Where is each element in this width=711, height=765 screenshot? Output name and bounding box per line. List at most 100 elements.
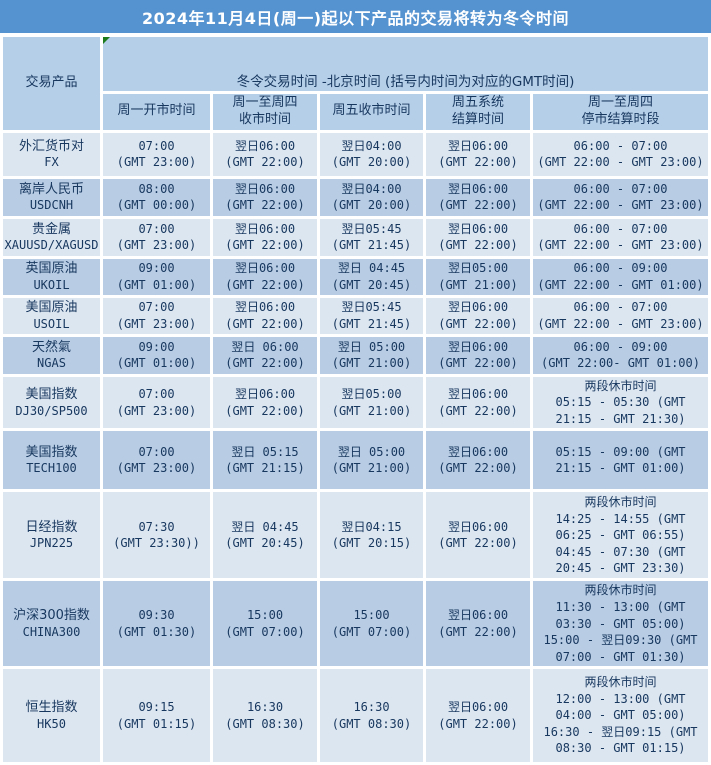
product-cell[interactable]: 美国指数 TECH100 <box>3 431 100 490</box>
mon-thu-close-cell[interactable]: 翌日06:00 (GMT 22:00) <box>213 297 317 334</box>
product-code: USOIL <box>33 316 70 331</box>
product-cell[interactable]: 美国指数 DJ30/SP500 <box>3 376 100 429</box>
fri-settlement-cell[interactable]: 翌日05:00 (GMT 21:00) <box>426 258 530 295</box>
fri-close-cell[interactable]: 翌日04:00 (GMT 20:00) <box>320 178 423 216</box>
product-code: DJ30/SP500 <box>15 403 88 418</box>
fri-settlement-cell[interactable]: 翌日06:00 (GMT 22:00) <box>426 376 530 429</box>
open-time-cell[interactable]: 07:00 (GMT 23:00) <box>103 297 210 334</box>
mon-thu-close-cell[interactable]: 翌日06:00 (GMT 22:00) <box>213 132 317 176</box>
open-time-cell[interactable]: 08:00 (GMT 00:00) <box>103 178 210 216</box>
open-time-cell[interactable]: 07:00 (GMT 23:00) <box>103 376 210 429</box>
mon-thu-close-cell[interactable]: 15:00 (GMT 07:00) <box>213 581 317 667</box>
green-corner-triangle-icon <box>103 37 110 44</box>
halt-settlement-period-cell[interactable]: 06:00 - 07:00 (GMT 22:00 - GMT 23:00) <box>533 132 709 176</box>
product-name: 离岸人民币 <box>18 181 84 197</box>
open-time-cell[interactable]: 07:00 (GMT 23:00) <box>103 431 210 490</box>
open-time-cell[interactable]: 09:30 (GMT 01:30) <box>103 581 210 667</box>
fri-close-cell[interactable]: 16:30 (GMT 08:30) <box>320 669 423 763</box>
product-name: 沪深300指数 <box>13 608 90 624</box>
trading-hours-table: 交易产品 冬令交易时间 -北京时间 (括号内时间为对应的GMT时间) 周一开市时… <box>0 34 711 765</box>
fri-close-cell[interactable]: 翌日04:00 (GMT 20:00) <box>320 132 423 176</box>
halt-settlement-period-cell[interactable]: 06:00 - 07:00 (GMT 22:00 - GMT 23:00) <box>533 178 709 216</box>
halt-settlement-period-cell[interactable]: 06:00 - 09:00 (GMT 22:00- GMT 01:00) <box>533 336 709 374</box>
fri-settlement-cell[interactable]: 翌日06:00 (GMT 22:00) <box>426 297 530 334</box>
fri-settlement-cell[interactable]: 翌日06:00 (GMT 22:00) <box>426 581 530 667</box>
product-cell[interactable]: 贵金属 XAUUSD/XAGUSD <box>3 218 100 256</box>
product-cell[interactable]: 天然氣 NGAS <box>3 336 100 374</box>
product-name: 恒生指数 <box>25 700 78 716</box>
halt-settlement-period-cell[interactable]: 06:00 - 09:00 (GMT 22:00 - GMT 01:00) <box>533 258 709 295</box>
halt-settlement-period-cell[interactable]: 两段休市时间 11:30 - 13:00 (GMT 03:30 - GMT 05… <box>533 581 709 667</box>
product-code: TECH100 <box>26 461 77 476</box>
open-time-cell[interactable]: 09:15 (GMT 01:15) <box>103 669 210 763</box>
fri-close-cell[interactable]: 翌日 04:45 (GMT 20:45) <box>320 258 423 295</box>
winter-time-group-header[interactable]: 冬令交易时间 -北京时间 (括号内时间为对应的GMT时间) <box>103 37 709 91</box>
product-cell[interactable]: 外汇货币对 FX <box>3 132 100 176</box>
fri-close-cell[interactable]: 翌日05:45 (GMT 21:45) <box>320 297 423 334</box>
product-code: UKOIL <box>33 277 70 292</box>
open-time-cell[interactable]: 09:00 (GMT 01:00) <box>103 336 210 374</box>
fri-close-cell[interactable]: 翌日 05:00 (GMT 21:00) <box>320 431 423 490</box>
product-name: 贵金属 <box>31 221 71 237</box>
product-column-header[interactable]: 交易产品 <box>3 37 100 130</box>
mon-thu-close-cell[interactable]: 翌日 06:00 (GMT 22:00) <box>213 336 317 374</box>
product-cell[interactable]: 美国原油 USOIL <box>3 297 100 334</box>
fri-settlement-cell[interactable]: 翌日06:00 (GMT 22:00) <box>426 492 530 579</box>
mon-thu-close-cell[interactable]: 16:30 (GMT 08:30) <box>213 669 317 763</box>
product-name: 英国原油 <box>25 261 78 277</box>
group-header-label: 冬令交易时间 -北京时间 (括号内时间为对应的GMT时间) <box>236 74 575 90</box>
mon-thu-close-cell[interactable]: 翌日06:00 (GMT 22:00) <box>213 258 317 295</box>
fri-settlement-cell[interactable]: 翌日06:00 (GMT 22:00) <box>426 336 530 374</box>
product-name: 美国原油 <box>25 300 78 316</box>
column-header-mon-thu-close[interactable]: 周一至周四 收市时间 <box>213 94 317 130</box>
fri-settlement-cell[interactable]: 翌日06:00 (GMT 22:00) <box>426 178 530 216</box>
fri-close-cell[interactable]: 15:00 (GMT 07:00) <box>320 581 423 667</box>
product-name: 日经指数 <box>25 519 78 535</box>
mon-thu-close-cell[interactable]: 翌日 04:45 (GMT 20:45) <box>213 492 317 579</box>
product-name: 外汇货币对 <box>18 138 84 154</box>
halt-settlement-period-cell[interactable]: 06:00 - 07:00 (GMT 22:00 - GMT 23:00) <box>533 218 709 256</box>
product-cell[interactable]: 离岸人民币 USDCNH <box>3 178 100 216</box>
fri-close-cell[interactable]: 翌日04:15 (GMT 20:15) <box>320 492 423 579</box>
table-row: 沪深300指数 CHINA300 09:30 (GMT 01:30) 15:00 (G… <box>3 581 709 667</box>
table-row: 恒生指数 HK50 09:15 (GMT 01:15) 16:30 (GMT 08:3… <box>3 669 709 763</box>
product-cell[interactable]: 英国原油 UKOIL <box>3 258 100 295</box>
column-header-mon-thu-halt[interactable]: 周一至周四 停市结算时段 <box>533 94 709 130</box>
mon-thu-close-cell[interactable]: 翌日06:00 (GMT 22:00) <box>213 218 317 256</box>
product-cell[interactable]: 日经指数 JPN225 <box>3 492 100 579</box>
fri-settlement-cell[interactable]: 翌日06:00 (GMT 22:00) <box>426 132 530 176</box>
fri-close-cell[interactable]: 翌日05:00 (GMT 21:00) <box>320 376 423 429</box>
open-time-cell[interactable]: 09:00 (GMT 01:00) <box>103 258 210 295</box>
halt-settlement-period-cell[interactable]: 两段休市时间 05:15 - 05:30 (GMT 21:15 - GMT 21… <box>533 376 709 429</box>
table-row: 英国原油 UKOIL 09:00 (GMT 01:00) 翌日06:00 (GMT 2… <box>3 258 709 295</box>
open-time-cell[interactable]: 07:30 (GMT 23:30)) <box>103 492 210 579</box>
product-cell[interactable]: 沪深300指数 CHINA300 <box>3 581 100 667</box>
product-cell[interactable]: 恒生指数 HK50 <box>3 669 100 763</box>
fri-close-cell[interactable]: 翌日 05:00 (GMT 21:00) <box>320 336 423 374</box>
table-row: 离岸人民币 USDCNH 08:00 (GMT 00:00) 翌日06:00 (GMT… <box>3 178 709 216</box>
column-header-monday-open[interactable]: 周一开市时间 <box>103 94 210 130</box>
halt-settlement-period-cell[interactable]: 05:15 - 09:00 (GMT 21:15 - GMT 01:00) <box>533 431 709 490</box>
table-row: 天然氣 NGAS 09:00 (GMT 01:00) 翌日 06:00 (GMT 22… <box>3 336 709 374</box>
table-row: 美国指数 DJ30/SP500 07:00 (GMT 23:00) 翌日06:00 (… <box>3 376 709 429</box>
table-row: 日经指数 JPN225 07:30 (GMT 23:30)) 翌日 04:45 (GM… <box>3 492 709 579</box>
table-row: 美国指数 TECH100 07:00 (GMT 23:00) 翌日 05:15 (GM… <box>3 431 709 490</box>
column-header-friday-close[interactable]: 周五收市时间 <box>320 94 423 130</box>
mon-thu-close-cell[interactable]: 翌日06:00 (GMT 22:00) <box>213 178 317 216</box>
fri-settlement-cell[interactable]: 翌日06:00 (GMT 22:00) <box>426 669 530 763</box>
fri-settlement-cell[interactable]: 翌日06:00 (GMT 22:00) <box>426 218 530 256</box>
halt-settlement-period-cell[interactable]: 06:00 - 07:00 (GMT 22:00 - GMT 23:00) <box>533 297 709 334</box>
product-name: 美国指数 <box>25 387 78 403</box>
halt-settlement-period-cell[interactable]: 两段休市时间 14:25 - 14:55 (GMT 06:25 - GMT 06… <box>533 492 709 579</box>
open-time-cell[interactable]: 07:00 (GMT 23:00) <box>103 218 210 256</box>
mon-thu-close-cell[interactable]: 翌日06:00 (GMT 22:00) <box>213 376 317 429</box>
product-code: USDCNH <box>29 198 74 213</box>
halt-settlement-period-cell[interactable]: 两段休市时间 12:00 - 13:00 (GMT 04:00 - GMT 05… <box>533 669 709 763</box>
fri-close-cell[interactable]: 翌日05:45 (GMT 21:45) <box>320 218 423 256</box>
table-row: 外汇货币对 FX 07:00 (GMT 23:00) 翌日06:00 (GMT 22:… <box>3 132 709 176</box>
product-code: CHINA300 <box>22 624 81 639</box>
column-header-friday-settlement[interactable]: 周五系统 结算时间 <box>426 94 530 130</box>
fri-settlement-cell[interactable]: 翌日06:00 (GMT 22:00) <box>426 431 530 490</box>
mon-thu-close-cell[interactable]: 翌日 05:15 (GMT 21:15) <box>213 431 317 490</box>
open-time-cell[interactable]: 07:00 (GMT 23:00) <box>103 132 210 176</box>
